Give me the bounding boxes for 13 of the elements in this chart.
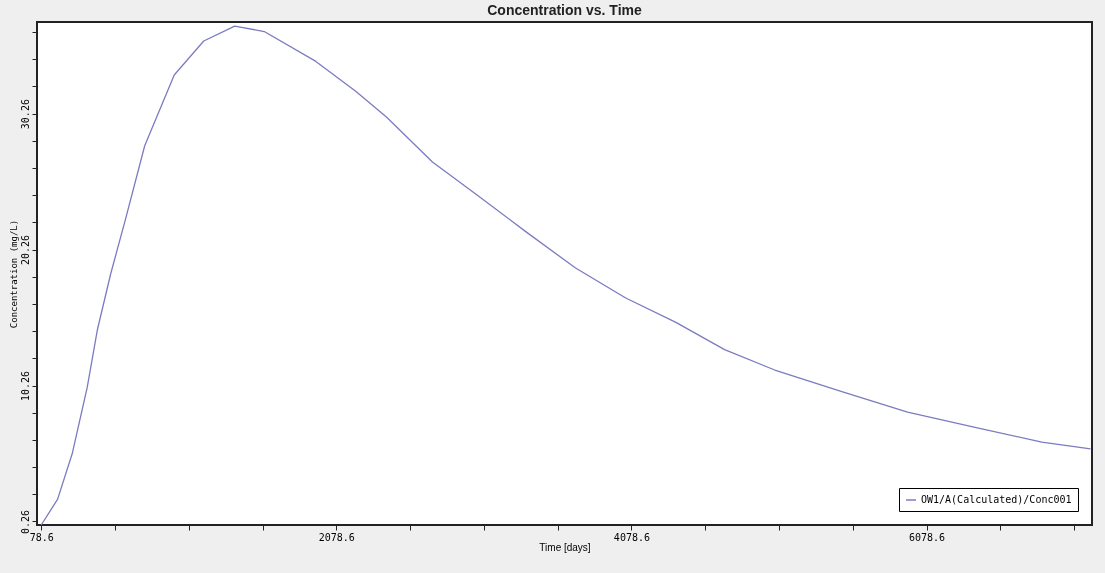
y-tick-label: 10.26 bbox=[19, 370, 31, 402]
chart-title: Concentration vs. Time bbox=[487, 2, 642, 18]
line-series bbox=[40, 25, 1092, 526]
legend-label: OW1/A(Calculated)/Conc001 bbox=[921, 494, 1072, 505]
y-axis-title: Concentration (mg/L) bbox=[8, 219, 19, 329]
x-axis-title: Time [days] bbox=[539, 541, 591, 553]
x-tick-label: 78.6 bbox=[29, 531, 54, 543]
x-tick-label: 2078.6 bbox=[318, 531, 355, 543]
x-tick-label: 4078.6 bbox=[613, 531, 650, 543]
y-tick-label: 30.26 bbox=[19, 99, 31, 130]
y-tick-label: 20.26 bbox=[19, 235, 31, 266]
y-tick-label: 0.26 bbox=[19, 509, 31, 535]
x-tick-label: 6078.6 bbox=[908, 531, 946, 543]
